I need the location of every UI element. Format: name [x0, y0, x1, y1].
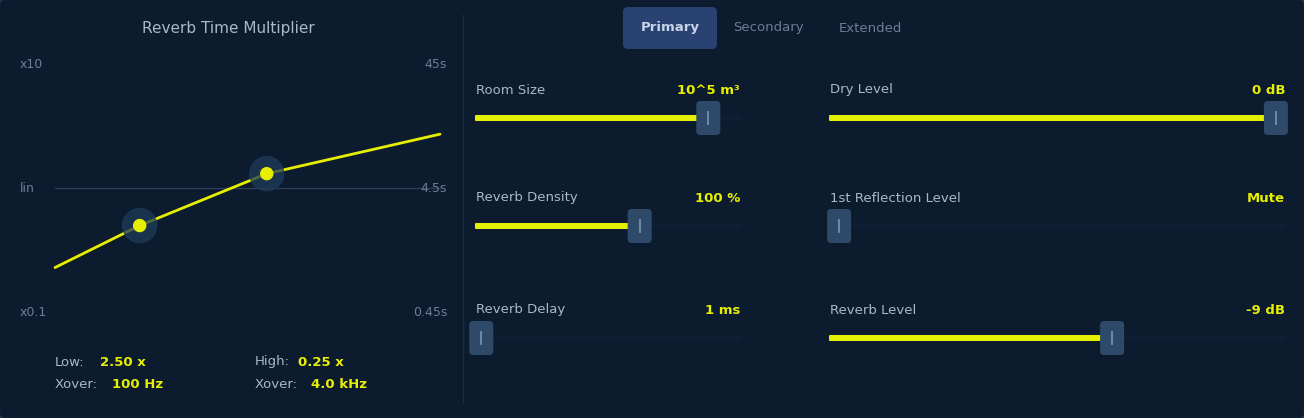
Text: 100 %: 100 % [695, 191, 739, 204]
Circle shape [261, 168, 273, 180]
Text: Low:: Low: [55, 355, 85, 369]
FancyBboxPatch shape [1101, 321, 1124, 355]
FancyBboxPatch shape [475, 115, 741, 121]
Circle shape [134, 219, 146, 232]
Text: Mute: Mute [1247, 191, 1284, 204]
Text: x0.1: x0.1 [20, 306, 47, 319]
Text: x10: x10 [20, 59, 43, 71]
Text: 1st Reflection Level: 1st Reflection Level [831, 191, 961, 204]
FancyBboxPatch shape [475, 115, 709, 121]
FancyBboxPatch shape [829, 223, 840, 229]
Circle shape [250, 157, 284, 191]
Text: Xover:: Xover: [256, 377, 299, 390]
Text: Reverb Delay: Reverb Delay [476, 303, 565, 316]
Text: Xover:: Xover: [55, 377, 98, 390]
Text: 4.5s: 4.5s [421, 181, 447, 194]
Text: Reverb Level: Reverb Level [831, 303, 917, 316]
FancyBboxPatch shape [696, 101, 720, 135]
FancyBboxPatch shape [829, 223, 1286, 229]
FancyBboxPatch shape [469, 321, 493, 355]
FancyBboxPatch shape [475, 335, 482, 341]
Text: Secondary: Secondary [733, 21, 803, 35]
Text: Reverb Time Multiplier: Reverb Time Multiplier [142, 20, 314, 36]
FancyBboxPatch shape [829, 115, 1286, 121]
Text: 2.50 x: 2.50 x [100, 355, 146, 369]
FancyBboxPatch shape [827, 209, 852, 243]
Text: Room Size: Room Size [476, 84, 545, 97]
Text: 10^5 m³: 10^5 m³ [677, 84, 739, 97]
FancyBboxPatch shape [623, 7, 717, 49]
Text: 0.25 x: 0.25 x [299, 355, 344, 369]
Text: Extended: Extended [838, 21, 901, 35]
Text: Dry Level: Dry Level [831, 84, 893, 97]
FancyBboxPatch shape [829, 335, 1114, 341]
FancyBboxPatch shape [829, 335, 1286, 341]
Text: 0 dB: 0 dB [1252, 84, 1284, 97]
Text: High:: High: [256, 355, 289, 369]
FancyBboxPatch shape [829, 115, 1277, 121]
Circle shape [123, 209, 156, 242]
FancyBboxPatch shape [627, 209, 652, 243]
FancyBboxPatch shape [475, 335, 741, 341]
Text: lin: lin [20, 181, 35, 194]
Text: 45s: 45s [425, 59, 447, 71]
FancyBboxPatch shape [475, 223, 640, 229]
FancyBboxPatch shape [475, 223, 741, 229]
Text: 0.45s: 0.45s [412, 306, 447, 319]
Text: 4.0 kHz: 4.0 kHz [310, 377, 366, 390]
Text: Primary: Primary [640, 21, 699, 35]
Text: 1 ms: 1 ms [704, 303, 739, 316]
Text: Reverb Density: Reverb Density [476, 191, 578, 204]
FancyBboxPatch shape [1264, 101, 1288, 135]
Text: -9 dB: -9 dB [1247, 303, 1284, 316]
Text: 100 Hz: 100 Hz [112, 377, 163, 390]
